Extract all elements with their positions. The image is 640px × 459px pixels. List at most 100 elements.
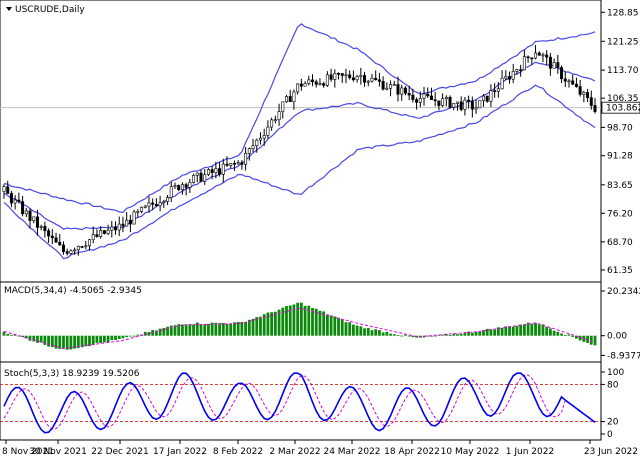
macd-bar bbox=[147, 332, 151, 336]
candle-bull bbox=[32, 216, 36, 221]
candle-bull bbox=[344, 74, 348, 77]
macd-signal-line bbox=[3, 308, 596, 350]
macd-axis: 20.2342 0.00 -8.9377 bbox=[601, 287, 640, 361]
macd-bar bbox=[117, 335, 121, 339]
candle-bear bbox=[21, 201, 25, 215]
macd-bar bbox=[578, 335, 582, 341]
stochastic-levels bbox=[0, 383, 601, 423]
macd-bar bbox=[285, 306, 288, 336]
macd-bar bbox=[106, 335, 110, 343]
macd-label: MACD(5,34,4) -4.5065 -2.9345 bbox=[4, 286, 142, 296]
macd-bar bbox=[233, 322, 236, 336]
macd-bar bbox=[21, 335, 24, 338]
date-tick-label: 30 Nov 2021 bbox=[29, 447, 87, 457]
macd-bar bbox=[504, 326, 508, 336]
macd-bar bbox=[47, 335, 51, 347]
candle-bear bbox=[17, 199, 21, 202]
candle-bull bbox=[452, 103, 456, 108]
macd-bar bbox=[154, 330, 158, 336]
macd-bar bbox=[240, 322, 244, 336]
candle-bear bbox=[240, 162, 244, 165]
macd-bar bbox=[88, 335, 91, 347]
candle-bear bbox=[95, 234, 99, 237]
macd-bar bbox=[567, 334, 571, 336]
candle-bull bbox=[251, 145, 255, 149]
candle-bear bbox=[50, 235, 54, 239]
svg-text:103.862: 103.862 bbox=[606, 104, 640, 114]
stochastic-panel[interactable]: Stoch(5,3,3) 18.9239 19.5206 100 80 20 0 bbox=[0, 361, 624, 441]
macd-bar bbox=[62, 335, 65, 349]
macd-bar bbox=[526, 322, 530, 336]
candle-bull bbox=[140, 207, 144, 212]
stochastic-main-line bbox=[3, 372, 596, 434]
candle-bull bbox=[262, 134, 266, 139]
macd-bar bbox=[136, 334, 140, 336]
price-tick-label: 128.85 bbox=[607, 8, 639, 18]
macd-bar bbox=[2, 331, 6, 336]
candle-bull bbox=[284, 96, 288, 103]
macd-bar bbox=[589, 335, 593, 345]
candle-bear bbox=[403, 87, 407, 94]
macd-bar bbox=[582, 335, 586, 342]
candle-bull bbox=[169, 186, 173, 198]
macd-histogram bbox=[2, 302, 597, 350]
macd-bar bbox=[259, 316, 262, 336]
macd-bar bbox=[203, 324, 207, 336]
macd-bar bbox=[13, 334, 17, 336]
date-tick-label: 1 Jun 2022 bbox=[506, 447, 554, 457]
macd-bar bbox=[247, 319, 251, 336]
candle-bull bbox=[522, 56, 526, 71]
collapse-triangle-icon[interactable] bbox=[6, 7, 12, 11]
candle-bear bbox=[459, 101, 463, 110]
candle-bear bbox=[102, 230, 106, 234]
candle-bull bbox=[489, 90, 493, 102]
price-panel[interactable]: USCRUDE,Daily 128.85 121.25 113.70 106.35 98… bbox=[0, 0, 640, 283]
price-tick-label: 106.35 bbox=[607, 94, 639, 104]
macd-bar bbox=[121, 335, 125, 339]
macd-bar bbox=[58, 335, 62, 349]
candle-bear bbox=[429, 95, 433, 101]
macd-bar bbox=[534, 322, 537, 336]
date-tick-label: 18 Apr 2022 bbox=[384, 447, 440, 457]
macd-bar bbox=[370, 330, 374, 336]
macd-bar bbox=[132, 335, 136, 337]
candle-bull bbox=[180, 184, 184, 191]
macd-bar bbox=[10, 334, 13, 336]
candle-bull bbox=[73, 249, 77, 252]
candle-bull bbox=[463, 99, 467, 110]
macd-bar bbox=[411, 335, 415, 338]
macd-tick-label: 0.00 bbox=[607, 332, 627, 342]
stochastic-label: Stoch(5,3,3) 18.9239 19.5206 bbox=[4, 369, 140, 379]
candle-bull bbox=[481, 95, 485, 101]
date-tick-label: 24 Mar 2022 bbox=[323, 447, 380, 457]
macd-bar bbox=[452, 333, 456, 336]
price-tick-label: 68.70 bbox=[607, 238, 633, 248]
candle-bull bbox=[195, 172, 199, 176]
candle-bear bbox=[225, 163, 229, 166]
macd-bar bbox=[314, 308, 318, 336]
macd-panel[interactable]: MACD(5,34,4) -4.5065 -2.9345 20.2342 0.00… bbox=[0, 281, 640, 363]
macd-bar bbox=[355, 325, 359, 336]
macd-bar bbox=[489, 329, 493, 336]
candle-bull bbox=[478, 100, 482, 109]
candle-bear bbox=[470, 101, 474, 110]
macd-bar bbox=[433, 335, 437, 337]
macd-bar bbox=[426, 335, 430, 337]
macd-bar bbox=[389, 333, 392, 336]
candle-bear bbox=[589, 97, 593, 106]
macd-bar bbox=[307, 305, 311, 336]
candle-bull bbox=[307, 79, 311, 84]
macd-bar bbox=[114, 335, 117, 341]
macd-bar bbox=[192, 324, 195, 336]
candle-bull bbox=[296, 83, 300, 93]
candle-bull bbox=[2, 186, 6, 192]
candles bbox=[2, 45, 597, 256]
macd-bar bbox=[329, 315, 333, 336]
candle-bear bbox=[35, 216, 39, 228]
macd-bar bbox=[266, 312, 270, 336]
price-tick-label: 91.28 bbox=[607, 152, 633, 162]
candle-bull bbox=[534, 52, 538, 59]
price-tick-label: 121.25 bbox=[607, 37, 639, 47]
stochastic-tick-label: 20 bbox=[607, 418, 619, 428]
candle-bull bbox=[333, 73, 337, 80]
